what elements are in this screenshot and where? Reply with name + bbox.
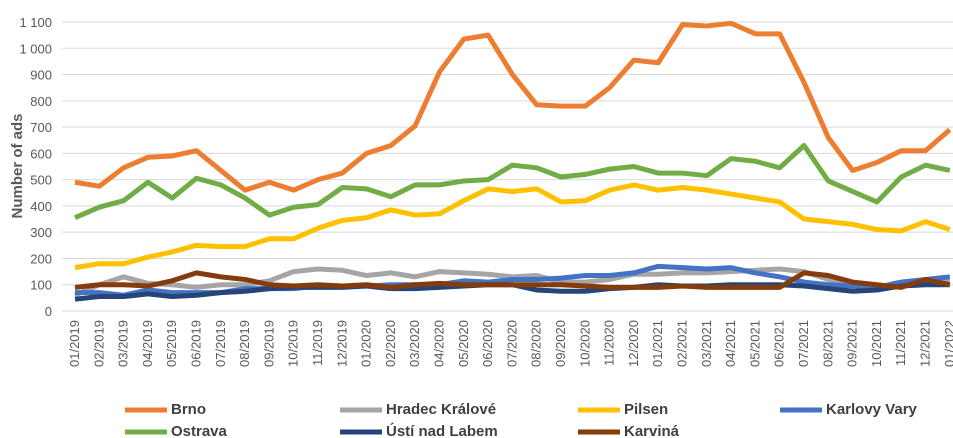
x-tick-label: 06/2021 — [772, 320, 787, 367]
x-tick-label: 04/2020 — [432, 320, 447, 367]
series-line — [75, 263, 951, 298]
x-tick-label: 01/2021 — [650, 320, 665, 367]
x-tick-label: 09/2020 — [553, 320, 568, 367]
x-tick-label: 02/2019 — [91, 320, 106, 367]
x-tick-label: 02/2021 — [675, 320, 690, 367]
x-tick-label: 06/2019 — [189, 320, 204, 367]
series-line — [74, 20, 952, 193]
y-tick-label: 1 100 — [19, 15, 52, 30]
y-tick-label: 500 — [30, 173, 52, 188]
legend-label: Brno — [171, 401, 206, 418]
x-tick-label: 07/2021 — [796, 320, 811, 367]
x-tick-label: 11/2020 — [602, 320, 617, 366]
y-tick-label: 200 — [30, 251, 52, 266]
x-tick-label: 06/2020 — [480, 320, 495, 367]
y-tick-label: 300 — [30, 225, 52, 240]
legend-label: Hradec Králové — [386, 401, 496, 418]
legend-label: Ostrava — [171, 423, 228, 438]
x-tick-label: 10/2019 — [286, 320, 301, 367]
x-tick-label: 11/2019 — [310, 320, 325, 366]
y-tick-label: 0 — [45, 304, 52, 319]
x-tick-label: 12/2021 — [918, 320, 933, 367]
y-tick-label: 900 — [30, 68, 52, 83]
x-tick-label: 07/2020 — [504, 320, 519, 367]
x-tick-label: 08/2020 — [529, 320, 544, 367]
x-tick-label: 12/2019 — [334, 320, 349, 367]
legend-label: Ústí nad Labem — [386, 422, 498, 438]
series-line — [74, 270, 951, 290]
x-tick-label: 10/2020 — [577, 320, 592, 367]
x-tick-label: 02/2020 — [383, 320, 398, 367]
x-tick-label: 10/2021 — [869, 320, 884, 367]
x-tick-label: 03/2020 — [407, 320, 422, 367]
x-tick-label: 12/2020 — [626, 320, 641, 367]
x-tick-label: 08/2019 — [237, 320, 252, 367]
x-tick-label: 04/2019 — [140, 320, 155, 367]
legend-label: Pilsen — [624, 401, 668, 418]
legend-label: Karviná — [624, 423, 680, 438]
x-tick-label: 01/2022 — [942, 320, 953, 367]
x-tick-label: 07/2019 — [213, 320, 228, 367]
x-tick-label: 01/2020 — [359, 320, 374, 367]
y-tick-label: 600 — [30, 146, 52, 161]
x-tick-label: 08/2021 — [820, 320, 835, 367]
x-tick-label: 09/2019 — [261, 320, 276, 367]
y-axis-title: Number of ads — [9, 113, 26, 218]
y-tick-label: 800 — [30, 94, 52, 109]
x-tick-label: 11/2021 — [893, 320, 908, 366]
series-line — [74, 182, 951, 271]
y-tick-label: 100 — [30, 278, 52, 293]
x-tick-label: 03/2019 — [116, 320, 131, 367]
x-tick-label: 04/2021 — [723, 320, 738, 367]
x-tick-label: 09/2021 — [845, 320, 860, 367]
x-tick-label: 01/2019 — [67, 320, 82, 367]
y-tick-label: 700 — [30, 120, 52, 135]
x-tick-label: 03/2021 — [699, 320, 714, 367]
x-tick-label: 05/2020 — [456, 320, 471, 367]
y-tick-label: 400 — [30, 199, 52, 214]
x-tick-label: 05/2021 — [747, 320, 762, 367]
x-tick-label: 05/2019 — [164, 320, 179, 367]
y-tick-label: 1 000 — [19, 41, 52, 56]
legend-label: Karlovy Vary — [826, 401, 918, 418]
series-line — [74, 142, 951, 221]
